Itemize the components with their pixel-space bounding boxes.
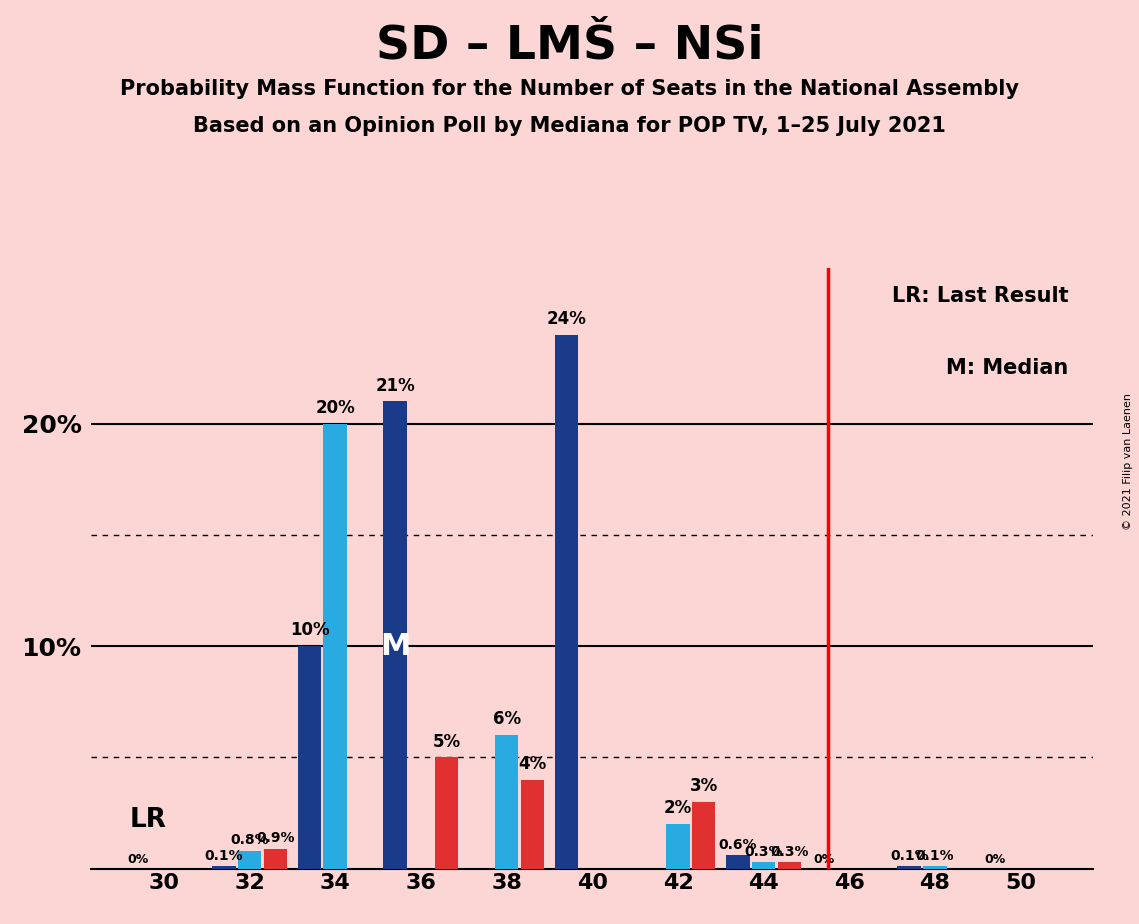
Text: 0%: 0% (984, 854, 1006, 867)
Bar (297, 646, 321, 869)
Bar (691, 802, 715, 869)
Text: 0.1%: 0.1% (890, 849, 928, 863)
Bar (666, 824, 690, 869)
Text: 0.3%: 0.3% (745, 845, 782, 858)
Text: M: M (380, 632, 410, 661)
Text: 4%: 4% (518, 755, 547, 772)
Bar (778, 862, 801, 869)
Text: 21%: 21% (376, 377, 415, 395)
Text: Probability Mass Function for the Number of Seats in the National Assembly: Probability Mass Function for the Number… (120, 79, 1019, 99)
Text: LR: Last Result: LR: Last Result (892, 286, 1068, 306)
Text: SD – LMŠ – NSi: SD – LMŠ – NSi (376, 23, 763, 68)
Text: © 2021 Filip van Laenen: © 2021 Filip van Laenen (1123, 394, 1133, 530)
Bar (555, 334, 579, 869)
Bar (924, 867, 947, 869)
Text: 0.3%: 0.3% (770, 845, 809, 858)
Bar (521, 780, 544, 869)
Text: 20%: 20% (316, 399, 355, 417)
Bar (323, 424, 347, 869)
Bar (752, 862, 776, 869)
Text: Based on an Opinion Poll by Mediana for POP TV, 1–25 July 2021: Based on an Opinion Poll by Mediana for … (194, 116, 945, 136)
Bar (727, 856, 749, 869)
Bar (898, 867, 921, 869)
Text: 0.1%: 0.1% (205, 849, 244, 863)
Bar (212, 867, 236, 869)
Text: 2%: 2% (664, 799, 693, 818)
Text: 3%: 3% (689, 777, 718, 796)
Text: 0.1%: 0.1% (916, 849, 954, 863)
Text: 0%: 0% (128, 854, 149, 867)
Bar (384, 401, 407, 869)
Text: 5%: 5% (433, 733, 460, 750)
Bar (263, 848, 287, 869)
Text: 6%: 6% (492, 711, 521, 728)
Bar (494, 736, 518, 869)
Text: 0%: 0% (813, 854, 834, 867)
Text: 0.8%: 0.8% (230, 833, 269, 847)
Bar (435, 758, 458, 869)
Text: 10%: 10% (289, 622, 329, 639)
Bar (238, 851, 261, 869)
Text: 0.9%: 0.9% (256, 832, 295, 845)
Text: LR: LR (130, 807, 166, 833)
Text: 0.6%: 0.6% (719, 838, 757, 852)
Text: 24%: 24% (547, 310, 587, 328)
Text: M: Median: M: Median (947, 359, 1068, 378)
